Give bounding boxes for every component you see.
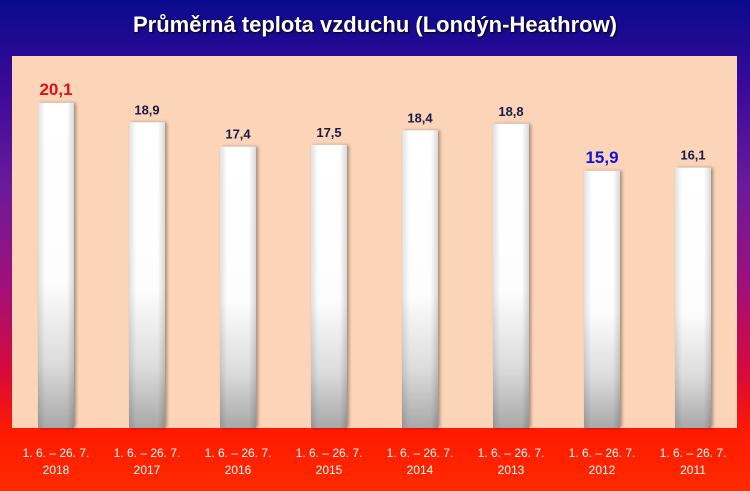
data-label-2014: 18,4 [407,110,433,125]
x-tick-label-range: 1. 6. – 26. 7. [205,446,272,460]
bar-shading [129,122,165,428]
bar-shading [584,170,620,428]
x-tick-label-range: 1. 6. – 26. 7. [387,446,454,460]
bar-shading [675,167,711,428]
x-tick-label-year: 2015 [316,463,343,477]
x-tick-label-year: 2018 [43,463,70,477]
data-label-2013: 18,8 [498,104,523,119]
x-tick-label-range: 1. 6. – 26. 7. [296,446,363,460]
data-label-2018: 20,1 [39,80,72,99]
bar-shading [311,144,347,428]
x-tick-label-range: 1. 6. – 26. 7. [660,446,727,460]
x-tick-label-year: 2012 [589,463,616,477]
data-label-2012: 15,9 [585,148,618,167]
bar-shading [493,123,529,429]
data-label-2017: 18,9 [134,102,159,117]
data-label-2011: 16,1 [680,148,705,163]
data-label-2015: 17,5 [316,125,341,140]
bar-shading [402,130,438,428]
x-tick-label-range: 1. 6. – 26. 7. [23,446,90,460]
x-tick-label-year: 2013 [498,463,525,477]
x-tick-label-range: 1. 6. – 26. 7. [478,446,545,460]
data-label-2016: 17,4 [225,127,251,142]
x-tick-label-year: 2011 [680,463,706,477]
x-tick-label-year: 2014 [407,463,434,477]
x-tick-label-range: 1. 6. – 26. 7. [114,446,181,460]
bar-shading [38,102,74,428]
bar-shading [220,146,256,428]
x-tick-label-range: 1. 6. – 26. 7. [569,446,636,460]
x-tick-label-year: 2017 [134,463,161,477]
x-tick-label-year: 2016 [225,463,252,477]
chart-title: Průměrná teplota vzduchu (Londýn-Heathro… [132,12,618,37]
